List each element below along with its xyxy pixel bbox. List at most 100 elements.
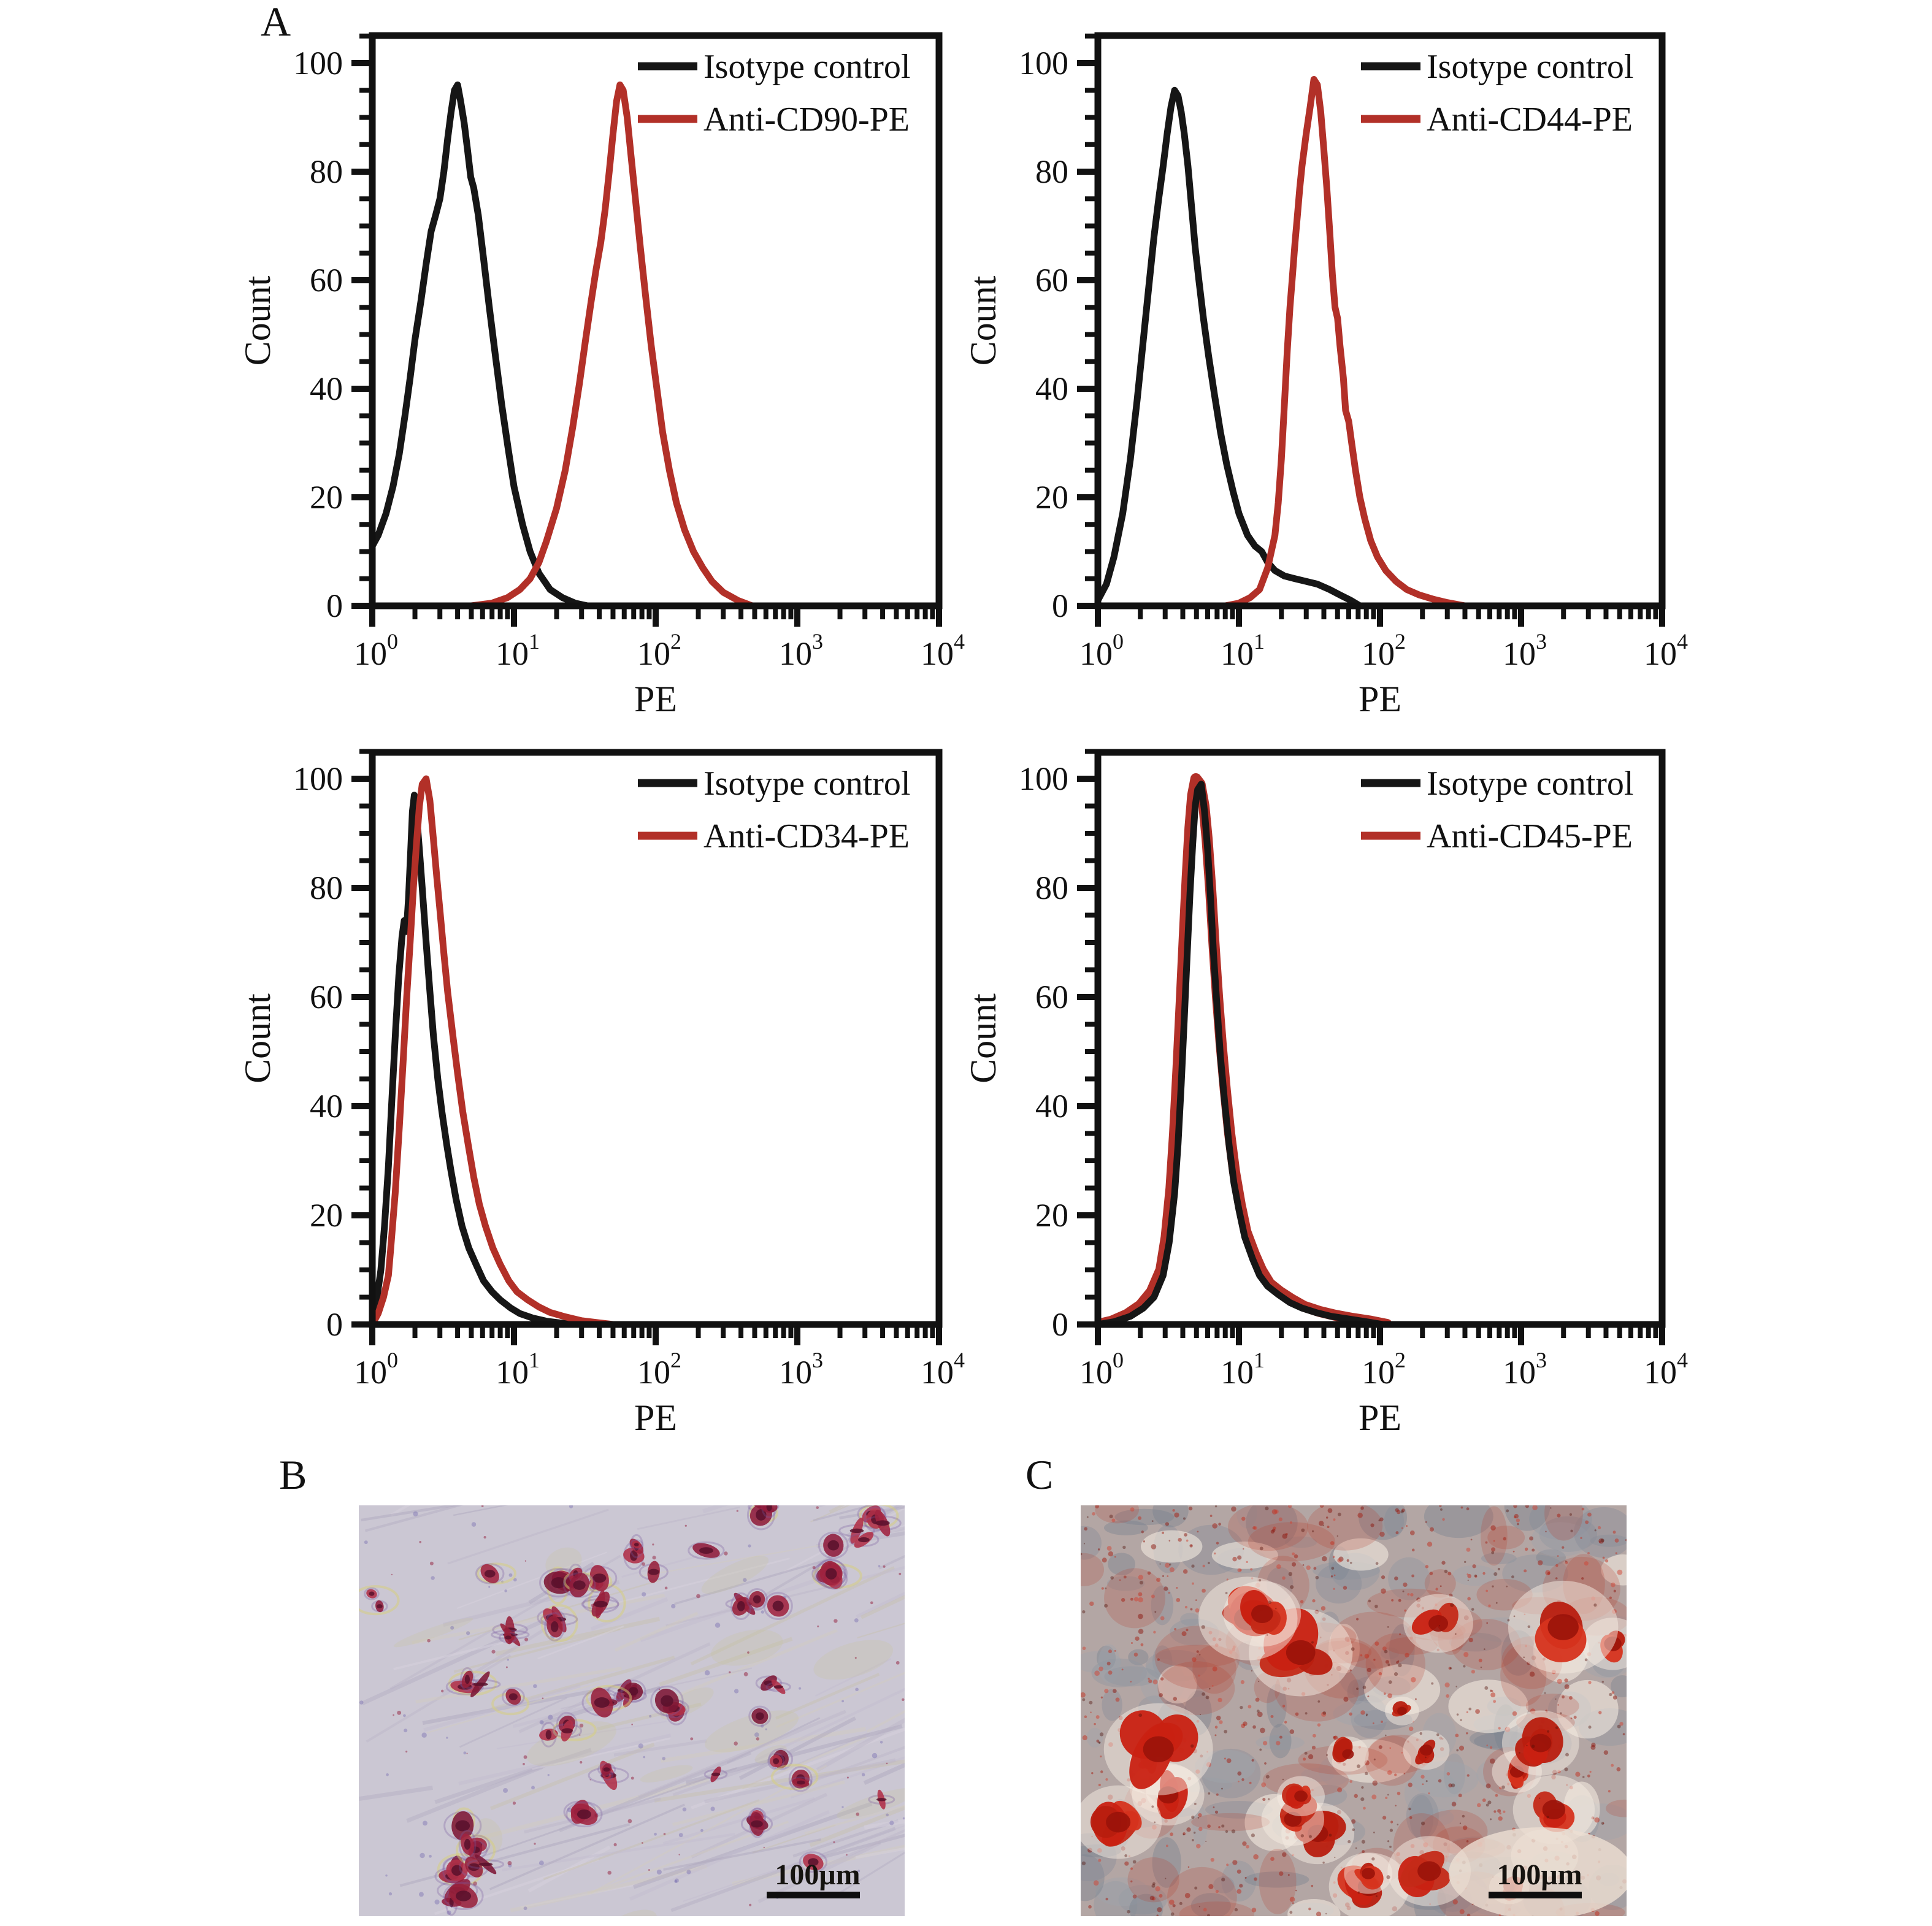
x-tick-label: 102 [1362, 629, 1406, 672]
mineral-nodule [1387, 1836, 1471, 1906]
y-tick-label: 0 [326, 1306, 343, 1343]
x-tick-label: 104 [1644, 1348, 1688, 1391]
legend: Isotype control Anti-CD45-PE [1361, 765, 1633, 855]
anti-cd44-pe-curve [1222, 76, 1468, 609]
lipid-droplet [552, 1711, 597, 1742]
curves [372, 775, 616, 1328]
legend-label: Isotype control [1427, 48, 1633, 86]
legend-label: Anti-CD34-PE [703, 817, 910, 855]
y-tick-label: 80 [310, 869, 343, 906]
lipid-droplet [491, 1616, 530, 1646]
lipid-droplet [740, 1807, 773, 1838]
x-tick-label: 100 [1079, 1348, 1124, 1391]
mineral-nodule [1277, 1776, 1325, 1817]
y-tick-label: 80 [1035, 869, 1068, 906]
x-axis-label: PE [1359, 1397, 1401, 1438]
scale-bar-label: 100μm [1497, 1859, 1582, 1891]
y-tick-label: 60 [1035, 979, 1068, 1015]
mineral-nodule [1327, 1736, 1369, 1772]
y-axis-ticks: 0 20 40 60 80 100 [293, 33, 370, 624]
plot-frame [1094, 749, 1666, 1328]
chart-cd45: 0 20 40 60 80 100 100 101 102 103 104 PE Count Isotyp… [963, 749, 1688, 1438]
lipid-droplet [359, 1585, 400, 1616]
legend-label: Anti-CD44-PE [1427, 101, 1633, 139]
y-tick-label: 40 [310, 370, 343, 407]
lipid-droplet [437, 1879, 484, 1916]
y-tick-label: 20 [310, 479, 343, 516]
isotype-control-curve [372, 792, 577, 1328]
y-tick-label: 20 [1035, 479, 1068, 516]
y-axis-label: Count [237, 993, 278, 1083]
y-tick-label: 0 [1052, 1306, 1068, 1343]
y-tick-label: 20 [1035, 1197, 1068, 1234]
mineral-nodule [1501, 1710, 1579, 1776]
x-axis-label: PE [1359, 679, 1401, 719]
legend-item-marker: Anti-CD34-PE [638, 817, 910, 855]
anti-cd45-pe-curve [1098, 773, 1393, 1328]
x-tick-label: 103 [779, 1348, 823, 1391]
panel-c-label: C [1025, 1451, 1054, 1498]
scale-bar-line [767, 1892, 860, 1898]
y-tick-label: 60 [1035, 262, 1068, 299]
curves [372, 81, 756, 609]
lipid-droplet [857, 1505, 902, 1537]
legend-item-marker: Anti-CD90-PE [638, 101, 910, 139]
red-specks [391, 1505, 905, 1906]
x-axis-ticks: 100 101 102 103 104 [354, 608, 965, 672]
legend-label: Anti-CD90-PE [703, 101, 910, 139]
x-tick-label: 100 [1079, 629, 1124, 672]
lipid-droplet [748, 1705, 772, 1727]
lipid-droplet [475, 1562, 516, 1584]
x-tick-label: 100 [354, 1348, 398, 1391]
mineral-nodule [1508, 1580, 1619, 1674]
legend: Isotype control Anti-CD90-PE [638, 48, 910, 139]
plot-frame [369, 749, 943, 1328]
lipid-droplet [816, 1559, 848, 1590]
scale-bar-label: 100μm [775, 1859, 860, 1891]
y-tick-label: 0 [326, 587, 343, 624]
legend-label: Anti-CD45-PE [1427, 817, 1633, 855]
y-tick-label: 40 [1035, 1088, 1068, 1125]
legend-item-marker: Anti-CD44-PE [1361, 101, 1633, 139]
lipid-droplet [445, 1667, 501, 1698]
y-tick-label: 0 [1052, 587, 1068, 624]
x-tick-label: 101 [1221, 1348, 1265, 1391]
y-axis-ticks: 0 20 40 60 80 100 [1019, 33, 1096, 624]
lipid-droplet [588, 1760, 629, 1790]
plot-frame [1094, 32, 1666, 610]
lipid-droplet [838, 1518, 880, 1548]
y-tick-label: 60 [310, 262, 343, 299]
lipid-droplet [443, 1807, 482, 1841]
lipid-droplet [565, 1801, 603, 1828]
mineral-nodule [1081, 1785, 1162, 1859]
isotype-control-curve [372, 81, 591, 609]
lipid-droplet [491, 1687, 530, 1716]
scale-bar-line [1489, 1892, 1582, 1898]
legend: Isotype control Anti-CD44-PE [1361, 48, 1633, 139]
x-axis-ticks: 100 101 102 103 104 [1079, 1326, 1688, 1391]
x-tick-label: 104 [921, 629, 965, 672]
chart-cd34: 0 20 40 60 80 100 100 101 102 103 104 PE Count Isotyp… [237, 749, 965, 1438]
y-tick-label: 80 [1035, 153, 1068, 190]
x-tick-label: 104 [1644, 629, 1688, 672]
legend-item-isotype: Isotype control [1361, 48, 1633, 86]
x-axis-ticks: 100 101 102 103 104 [354, 1326, 965, 1391]
y-tick-label: 40 [310, 1088, 343, 1125]
mineral-nodule [1344, 1853, 1393, 1894]
x-axis-ticks: 100 101 102 103 104 [1079, 608, 1688, 672]
scale-bar: 100μm [767, 1859, 861, 1898]
y-tick-label: 100 [293, 45, 343, 82]
legend-item-isotype: Isotype control [1361, 765, 1633, 803]
legend: Isotype control Anti-CD34-PE [638, 765, 910, 855]
x-tick-label: 103 [779, 629, 823, 672]
lipid-droplet [763, 1592, 793, 1620]
panel-a-label: A [261, 0, 291, 45]
mineral-nodule [1512, 1775, 1595, 1844]
y-tick-label: 100 [1019, 45, 1068, 82]
lipid-droplet [799, 1851, 828, 1873]
isotype-control-curve [1098, 86, 1363, 609]
legend-label: Isotype control [703, 48, 910, 86]
lipid-droplet [868, 1789, 895, 1809]
y-tick-label: 80 [310, 153, 343, 190]
